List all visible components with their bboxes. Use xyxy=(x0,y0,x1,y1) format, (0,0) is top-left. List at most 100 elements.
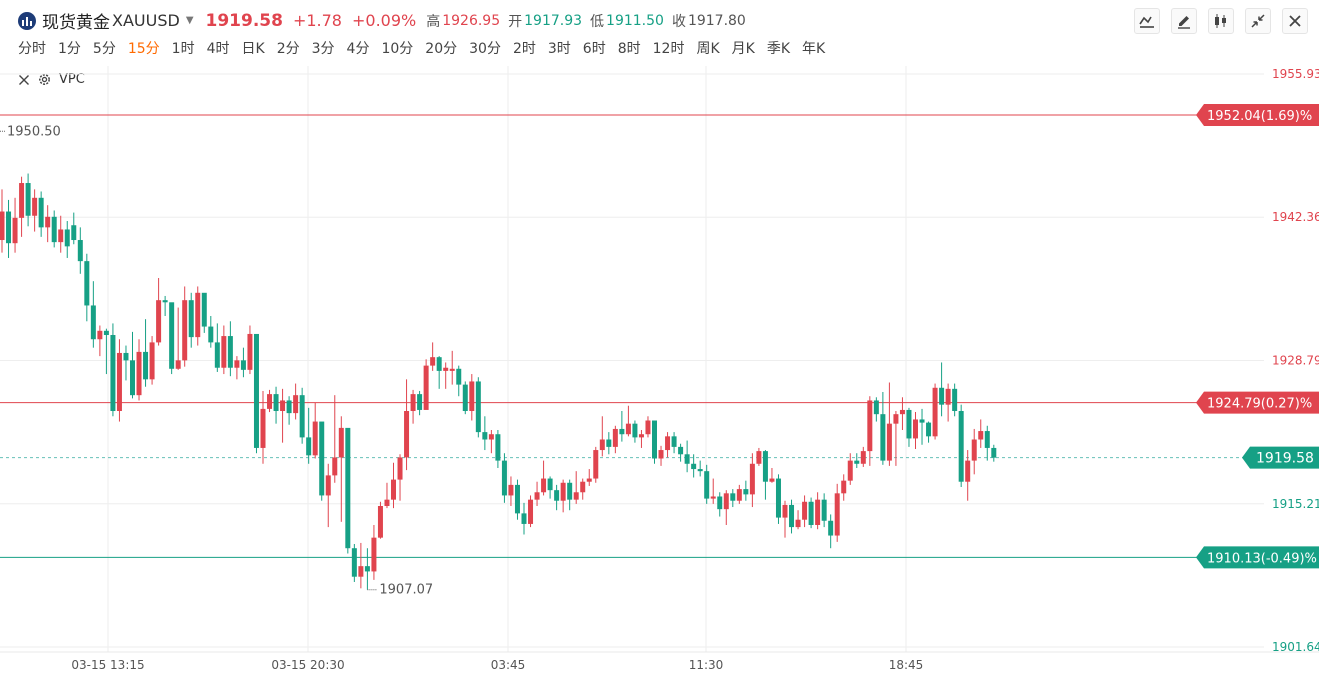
remove-indicator-icon[interactable] xyxy=(18,74,30,86)
timeframe-13[interactable]: 2时 xyxy=(512,41,536,57)
chevron-down-icon[interactable]: ▼ xyxy=(185,15,194,26)
candle-body xyxy=(867,400,873,452)
candle-body xyxy=(90,305,96,340)
candle-body xyxy=(514,484,520,514)
candle-body xyxy=(384,499,390,506)
candle-body xyxy=(469,381,475,412)
candle-body xyxy=(795,519,801,528)
timeframe-3[interactable]: 15分 xyxy=(127,41,160,57)
candle-body xyxy=(456,368,462,385)
timeframe-18[interactable]: 周K xyxy=(696,41,720,57)
candle-body xyxy=(32,197,38,216)
timeframe-14[interactable]: 3时 xyxy=(547,41,571,57)
candle-body xyxy=(736,489,742,501)
candle-body xyxy=(886,423,892,461)
candle-body xyxy=(0,211,5,241)
timeframe-1[interactable]: 1分 xyxy=(58,41,81,57)
candle-body xyxy=(208,326,214,343)
candle-body xyxy=(971,439,977,461)
candle-body xyxy=(508,484,514,496)
candle-body xyxy=(247,333,253,370)
candle-body xyxy=(906,409,912,439)
timeframe-0[interactable]: 分时 xyxy=(18,41,46,57)
candle-body xyxy=(175,360,181,369)
candle-body xyxy=(143,351,149,380)
candle-body xyxy=(51,216,57,243)
candle-body xyxy=(417,394,423,410)
timeframe-21[interactable]: 年K xyxy=(802,41,826,57)
candle-body xyxy=(880,414,886,461)
candlestick-chart[interactable]: 1955.93 1942.36 1928.79 1915.21 1901.64 03-15… xyxy=(0,66,1319,678)
candle-body xyxy=(978,431,984,440)
candle-body xyxy=(926,422,932,437)
timeframe-2[interactable]: 5分 xyxy=(92,41,116,57)
candle-body xyxy=(306,437,312,456)
timeframe-8[interactable]: 3分 xyxy=(311,41,335,57)
current-price-label: 1919.58 xyxy=(1256,451,1314,467)
candle-body xyxy=(103,330,109,336)
candle-body xyxy=(710,496,716,499)
candle-body xyxy=(97,330,103,340)
y-tick-label: 1955.93 xyxy=(1272,67,1319,81)
pencil-icon[interactable] xyxy=(1171,8,1197,34)
candle-body xyxy=(136,351,142,396)
candle-body xyxy=(443,367,449,371)
candle-body xyxy=(6,211,12,244)
timeframe-16[interactable]: 8时 xyxy=(617,41,641,57)
candle-body xyxy=(638,434,644,438)
candle-body xyxy=(554,490,560,501)
candle-body xyxy=(391,479,396,500)
close-icon[interactable] xyxy=(1282,8,1308,34)
candle-body xyxy=(678,446,684,455)
timeframe-10[interactable]: 10分 xyxy=(381,41,414,57)
candle-body xyxy=(593,450,599,479)
candle-body xyxy=(808,501,814,525)
timeframe-17[interactable]: 12时 xyxy=(652,41,685,57)
line-settings-icon[interactable] xyxy=(1134,8,1160,34)
timeframe-20[interactable]: 季K xyxy=(766,41,791,57)
candle-body xyxy=(38,197,44,228)
candle-body xyxy=(423,365,429,410)
candle-type-icon[interactable] xyxy=(1208,8,1234,34)
candle-body xyxy=(919,419,925,423)
timeframe-15[interactable]: 6时 xyxy=(582,41,606,57)
y-tick-label: 1928.79 xyxy=(1272,353,1319,367)
candle-body xyxy=(606,439,612,447)
candle-body xyxy=(815,499,821,525)
timeframe-19[interactable]: 月K xyxy=(731,41,755,57)
candle-body xyxy=(599,439,605,451)
timeframe-5[interactable]: 4时 xyxy=(206,41,230,57)
candle-body xyxy=(658,450,664,459)
candle-body xyxy=(501,460,507,496)
timeframe-4[interactable]: 1时 xyxy=(171,41,195,57)
low-label: 低 xyxy=(590,13,605,30)
collapse-icon[interactable] xyxy=(1245,8,1271,34)
candle-body xyxy=(312,421,318,456)
timeframe-12[interactable]: 30分 xyxy=(469,41,501,57)
candle-body xyxy=(717,496,723,510)
candle-body xyxy=(652,420,657,459)
candle-body xyxy=(723,493,729,510)
chart-logo-icon xyxy=(18,11,36,30)
high-label: 高 xyxy=(426,13,441,30)
candle-body xyxy=(952,388,958,412)
timeframe-7[interactable]: 2分 xyxy=(276,41,300,57)
candle-body xyxy=(345,427,351,549)
timeframe-11[interactable]: 20分 xyxy=(425,41,458,57)
timeframe-6[interactable]: 日K xyxy=(241,41,265,57)
candle-body xyxy=(234,360,240,368)
price-line-label-0: 1952.04(1.69)% xyxy=(1207,109,1312,124)
candle-body xyxy=(110,335,116,412)
candle-body xyxy=(25,183,31,216)
candle-body xyxy=(841,480,847,494)
candle-body xyxy=(854,460,860,464)
candle-body xyxy=(586,478,592,482)
gear-icon[interactable] xyxy=(37,72,52,87)
indicator-legend: VPC xyxy=(18,72,85,87)
symbol-selector[interactable]: 现货黄金 XAUUSD ▼ 1919.58 +1.78 +0.09% 高 192… xyxy=(18,8,746,33)
candle-body xyxy=(743,489,749,495)
timeframe-9[interactable]: 4分 xyxy=(346,41,370,57)
candle-body xyxy=(77,240,83,262)
candle-body xyxy=(12,217,18,244)
candle-body xyxy=(945,388,951,405)
